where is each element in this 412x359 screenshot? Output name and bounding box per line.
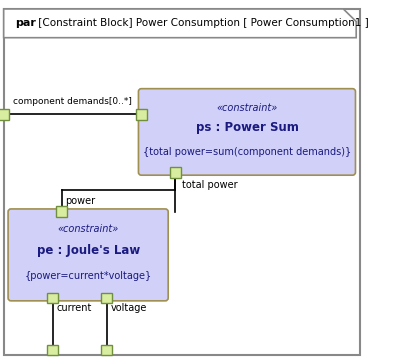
Text: «constraint»: «constraint» bbox=[216, 103, 278, 113]
Text: total power: total power bbox=[182, 180, 237, 190]
Bar bbox=[170, 167, 181, 178]
Text: «constraint»: «constraint» bbox=[58, 224, 119, 234]
Text: current: current bbox=[56, 303, 92, 313]
Text: component demands[0..*]: component demands[0..*] bbox=[13, 97, 132, 106]
Text: {power=current*voltage}: {power=current*voltage} bbox=[24, 271, 152, 281]
Bar bbox=[101, 345, 112, 355]
FancyBboxPatch shape bbox=[8, 209, 168, 301]
Bar bbox=[0, 109, 9, 120]
Text: par: par bbox=[15, 18, 35, 28]
Text: [Constraint Block] Power Consumption [ Power Consumption1 ]: [Constraint Block] Power Consumption [ P… bbox=[35, 18, 369, 28]
Text: pe : Joule's Law: pe : Joule's Law bbox=[37, 244, 140, 257]
Bar bbox=[101, 293, 112, 303]
Bar bbox=[136, 109, 147, 120]
Text: power: power bbox=[66, 196, 96, 206]
Bar bbox=[47, 293, 58, 303]
Text: voltage: voltage bbox=[110, 303, 147, 313]
Text: {total power=sum(component demands)}: {total power=sum(component demands)} bbox=[143, 147, 351, 157]
Bar bbox=[47, 345, 58, 355]
Polygon shape bbox=[4, 9, 356, 38]
FancyBboxPatch shape bbox=[138, 89, 356, 175]
Text: ps : Power Sum: ps : Power Sum bbox=[196, 121, 298, 134]
Bar bbox=[56, 206, 68, 217]
